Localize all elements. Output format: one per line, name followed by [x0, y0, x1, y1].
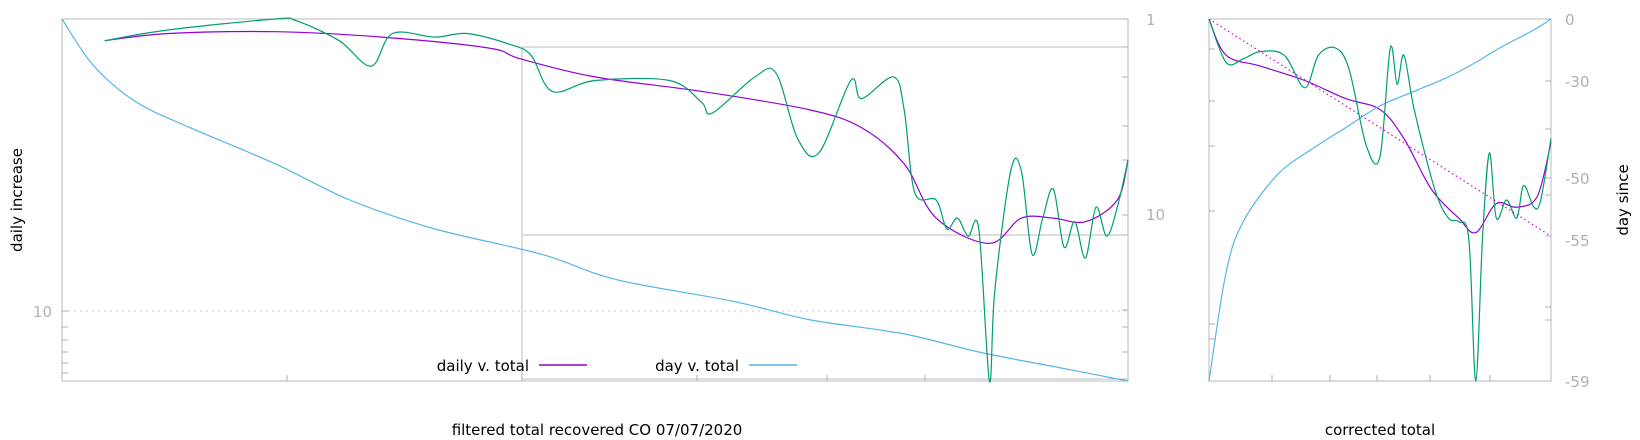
right-plot-border: [1208, 18, 1552, 382]
right-axis-ticks: [1209, 18, 1551, 381]
right-y2-tick-minus50: -50: [1565, 170, 1590, 188]
right-y2-tick-0: 0: [1565, 11, 1575, 29]
right-y2-tick-minus59: -59: [1565, 373, 1590, 391]
left-y-axis-title: daily increase: [8, 148, 26, 252]
legend: daily v. total day v. total: [437, 357, 797, 375]
left-plot-border: [61, 18, 1129, 382]
left-axis-ticks: [62, 18, 1128, 381]
right-y2-tick-minus55: -55: [1565, 232, 1590, 250]
legend-label-daily: daily v. total: [437, 357, 529, 375]
left-x-axis-title: filtered total recovered CO 07/07/2020: [452, 421, 743, 439]
right-series-line-3: [1208, 18, 1552, 237]
left-series-line-2: [104, 17, 1129, 383]
right-series-line-1: [1208, 18, 1552, 382]
right-series-line-0: [1208, 18, 1552, 234]
left-y2-tick-1: 1: [1146, 11, 1156, 29]
legend-label-day: day v. total: [655, 357, 739, 375]
left-y-tick-10: 10: [33, 303, 52, 321]
right-y2-tick-minus30: -30: [1565, 73, 1590, 91]
right-series-group: [1208, 18, 1552, 382]
inset-box-top: [521, 46, 1129, 382]
left-series-line-1: [61, 18, 1129, 382]
left-y2-tick-10: 10: [1146, 206, 1165, 224]
left-series-line-0: [104, 30, 1129, 245]
right-y-axis-title: day since: [1614, 164, 1632, 235]
right-x-axis-title: corrected total: [1325, 421, 1435, 439]
right-series-line-2: [1208, 18, 1552, 382]
left-chart-panel: 10 1 10 daily increase filtered total re…: [8, 11, 1165, 439]
right-chart-panel: 0 -30 -50 -55 -59 day since corrected to…: [1208, 11, 1632, 439]
left-series-group: [61, 17, 1129, 383]
